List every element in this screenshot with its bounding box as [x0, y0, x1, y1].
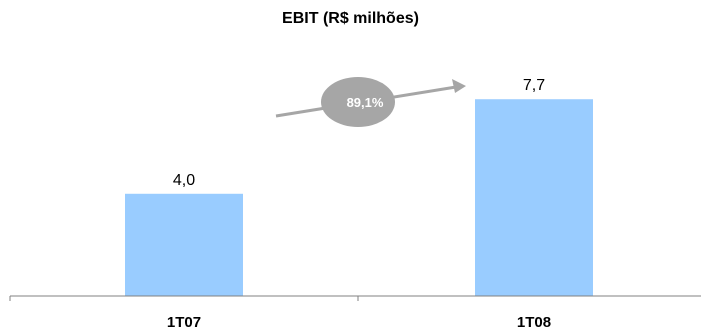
value-labels-group: 4,0 7,7: [173, 77, 545, 189]
bar-1t08: [475, 99, 593, 296]
growth-ellipse: [321, 77, 395, 127]
category-label-1t08: 1T08: [517, 314, 551, 331]
category-labels-group: 1T07 1T08: [167, 314, 551, 331]
value-label-1t08: 7,7: [523, 77, 545, 94]
x-axis: [9, 295, 701, 301]
bars-group: [125, 99, 593, 296]
category-label-1t07: 1T07: [167, 314, 201, 331]
bar-1t07: [125, 193, 243, 296]
growth-annotation: 89,1%: [275, 77, 466, 127]
value-label-1t07: 4,0: [173, 172, 195, 189]
growth-percent-label: 89,1%: [347, 95, 384, 110]
growth-arrowhead-icon: [452, 79, 466, 93]
chart-title: EBIT (R$ milhões): [282, 10, 419, 27]
